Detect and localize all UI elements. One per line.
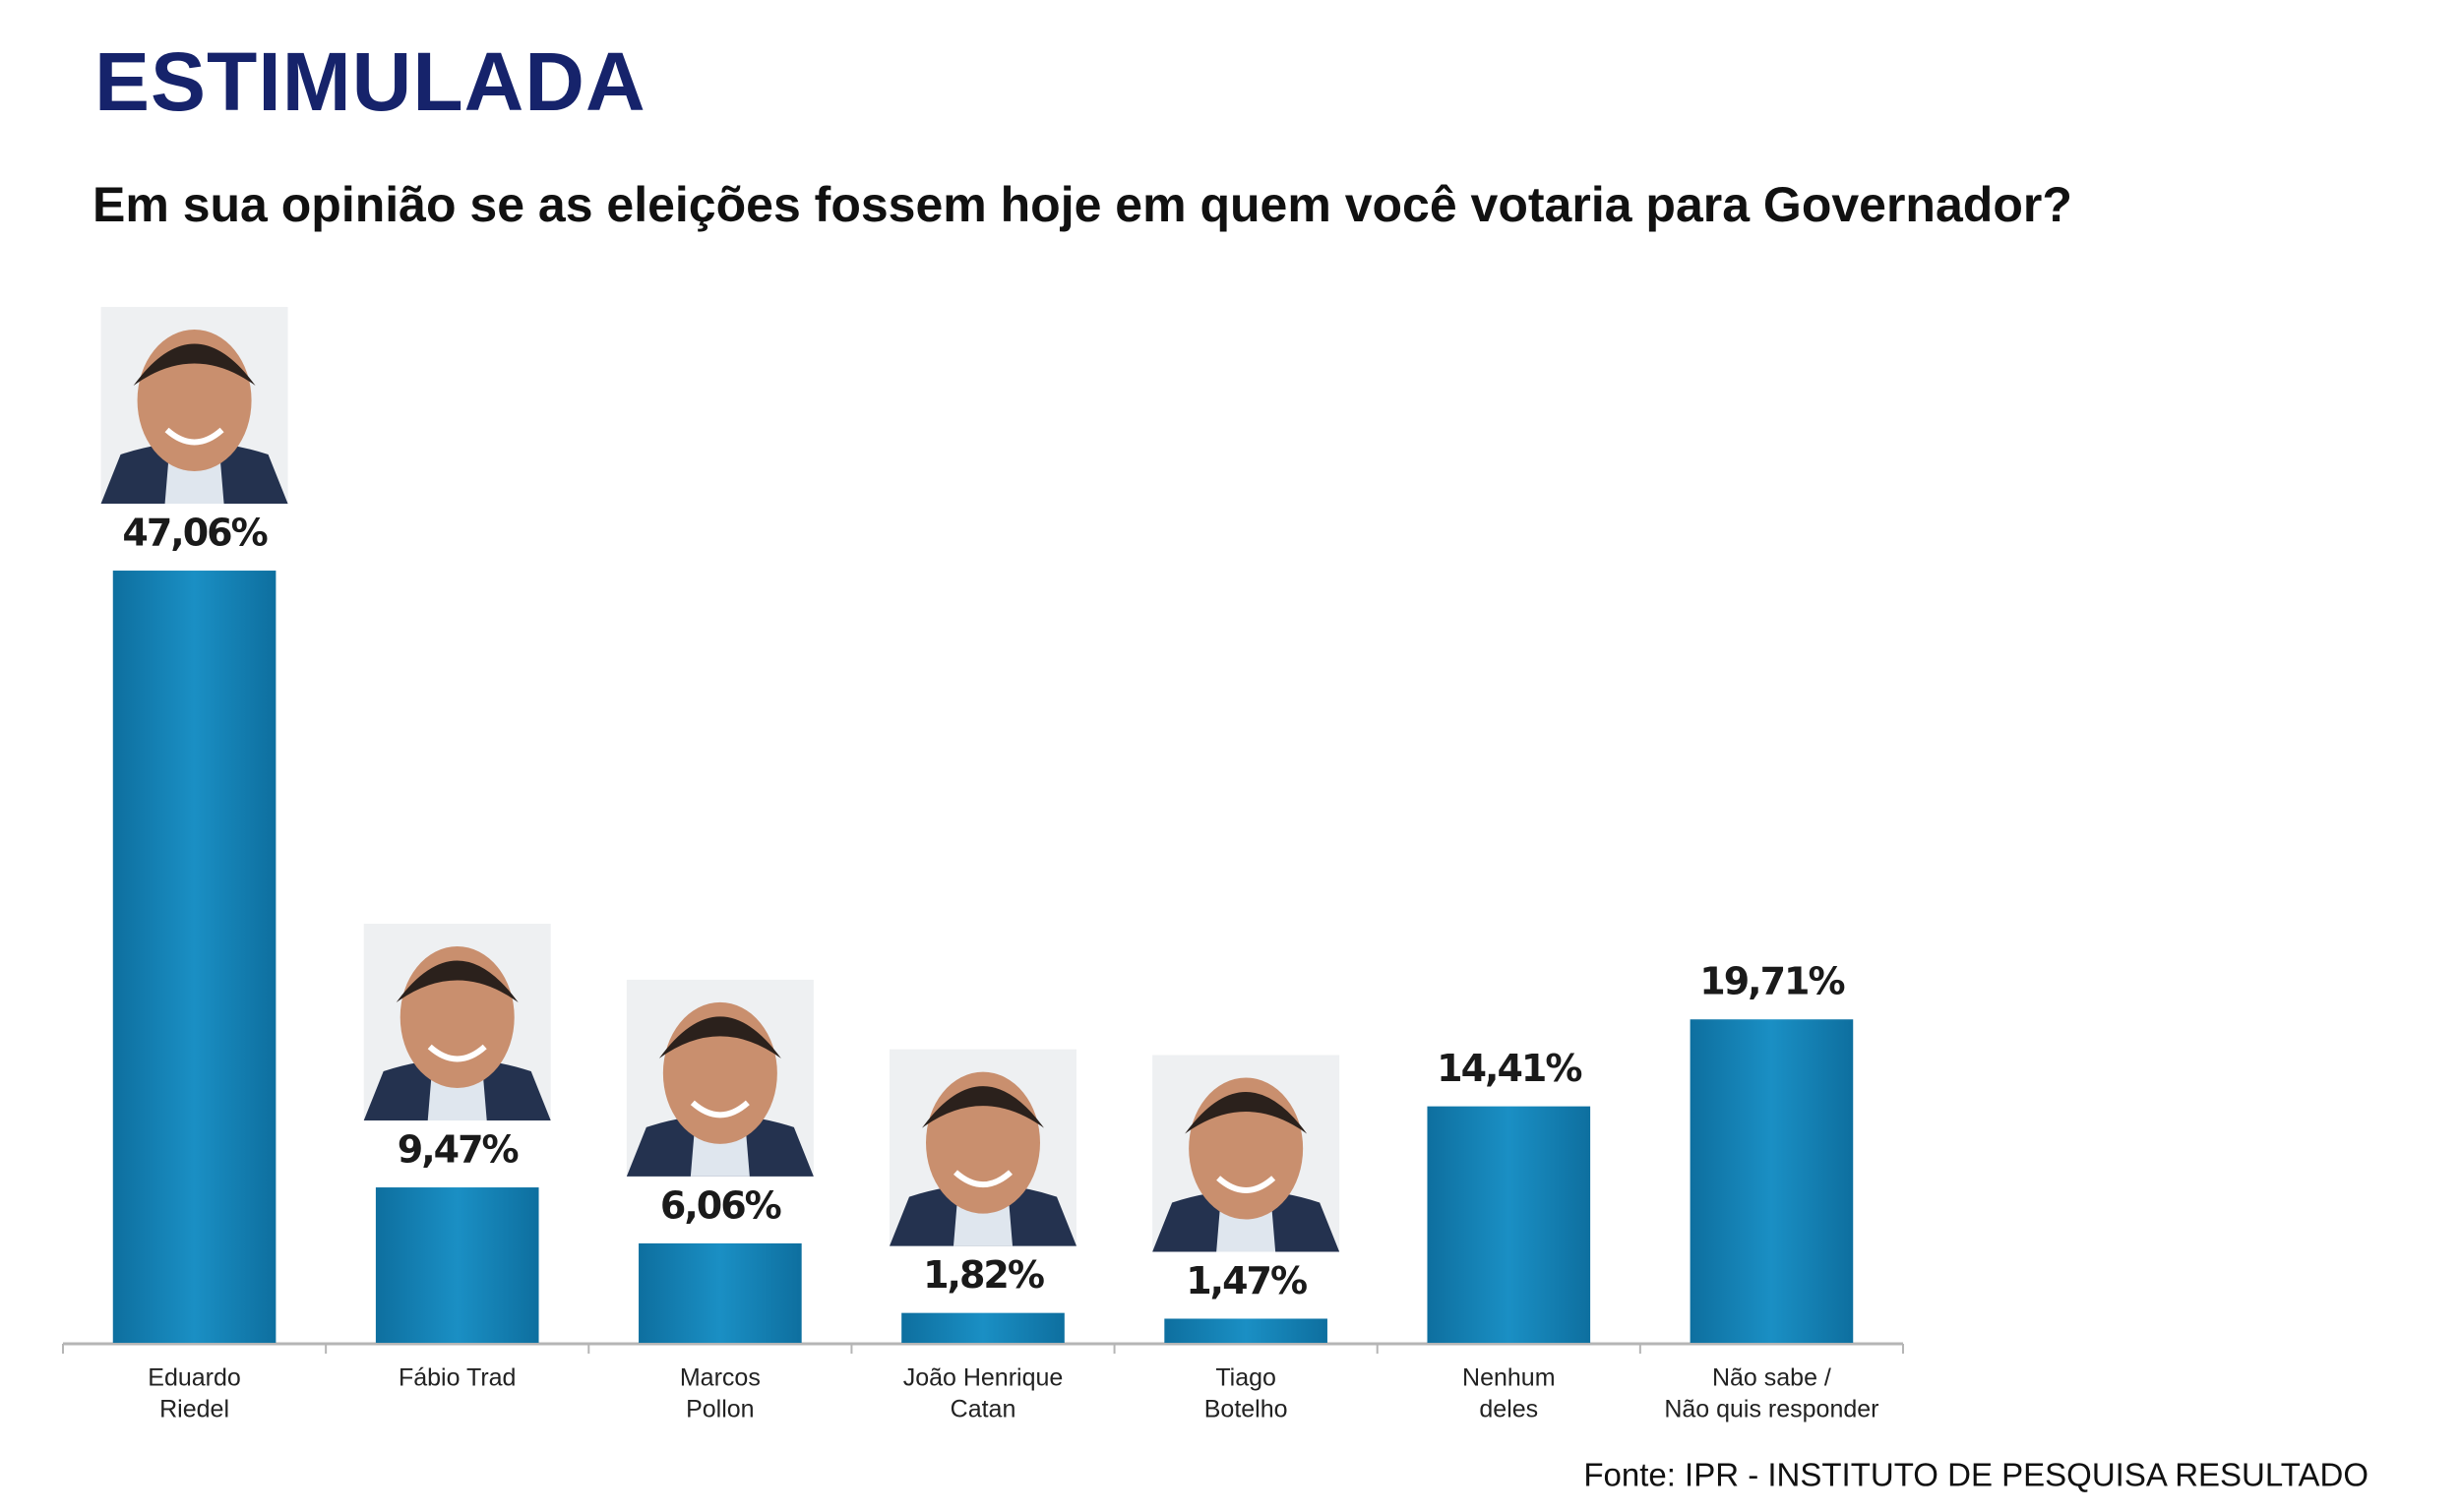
x-tick-label: deles xyxy=(1479,1396,1538,1423)
bar xyxy=(112,571,277,1343)
x-tick-label: Fábio Trad xyxy=(399,1364,517,1392)
x-tick-label: Não sabe / xyxy=(1712,1364,1831,1392)
value-label: 1,82% xyxy=(923,1253,1044,1297)
candidate-photo xyxy=(1152,1055,1340,1252)
photo-smile xyxy=(953,1170,1013,1187)
x-tick-label: Catan xyxy=(951,1396,1016,1423)
value-label: 47,06% xyxy=(122,512,267,555)
x-tick-label: Marcos xyxy=(680,1364,761,1392)
x-tick-label: João Henrique xyxy=(903,1364,1064,1392)
x-tick-label: Botelho xyxy=(1204,1396,1288,1423)
value-label: 14,41% xyxy=(1437,1047,1581,1090)
bar xyxy=(1690,1019,1854,1343)
x-tick-label: Nenhum xyxy=(1462,1364,1556,1392)
photo-hair xyxy=(1185,1091,1308,1134)
bar xyxy=(1427,1106,1591,1343)
bar xyxy=(1164,1318,1327,1343)
x-tick-label: Pollon xyxy=(686,1396,755,1423)
x-tick-label: Não quis responder xyxy=(1664,1396,1878,1423)
bar xyxy=(639,1242,802,1343)
source-note: Fonte: IPR - INSTITUTO DE PESQUISA RESUL… xyxy=(1583,1457,2368,1493)
value-label: 19,71% xyxy=(1699,960,1844,1003)
x-tick-label: Eduardo xyxy=(148,1364,241,1392)
photo-smile xyxy=(1216,1176,1276,1193)
value-label: 9,47% xyxy=(398,1128,519,1172)
candidate-photo xyxy=(100,307,288,505)
photo-hair xyxy=(133,343,256,387)
candidate-photo xyxy=(890,1049,1076,1246)
value-label: 6,06% xyxy=(660,1183,781,1227)
candidate-photo xyxy=(626,979,814,1177)
x-tick-label: Tiago xyxy=(1215,1364,1276,1392)
photo-smile xyxy=(427,1044,487,1062)
candidate-photo xyxy=(363,924,551,1121)
bar xyxy=(375,1187,539,1343)
x-tick-label: Riedel xyxy=(159,1396,229,1423)
photo-hair xyxy=(658,1016,781,1058)
chart-subtitle: Em sua opinião se as eleições fossem hoj… xyxy=(92,177,2072,232)
value-label: 1,47% xyxy=(1186,1259,1307,1302)
photo-smile xyxy=(164,427,224,446)
bar xyxy=(901,1312,1065,1343)
chart-title: ESTIMULADA xyxy=(94,35,646,128)
photo-hair xyxy=(922,1086,1044,1128)
photo-hair xyxy=(396,960,519,1003)
photo-smile xyxy=(690,1100,750,1119)
